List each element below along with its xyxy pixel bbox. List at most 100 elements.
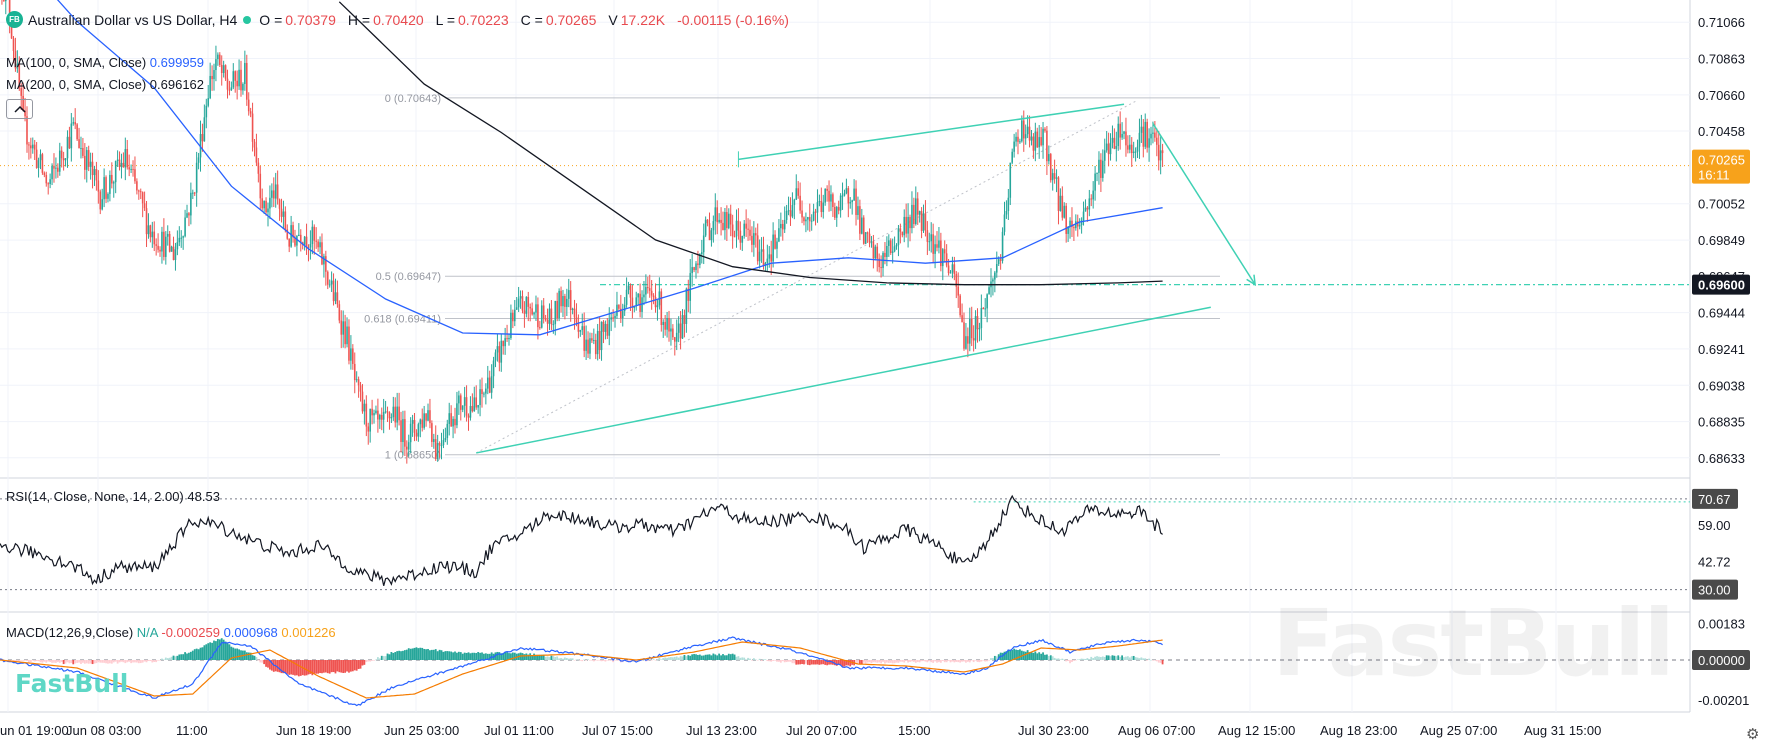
candle-body[interactable] xyxy=(153,231,156,245)
candle-body[interactable] xyxy=(1115,146,1118,149)
candle-body[interactable] xyxy=(296,236,298,246)
candle-body[interactable] xyxy=(629,285,632,298)
candle-body[interactable] xyxy=(506,338,508,340)
candle-body[interactable] xyxy=(591,338,593,341)
candle-body[interactable] xyxy=(700,252,703,255)
candle-body[interactable] xyxy=(1040,137,1042,146)
candle-body[interactable] xyxy=(433,439,435,442)
candle-body[interactable] xyxy=(683,315,686,324)
candle-body[interactable] xyxy=(1011,151,1013,163)
candle-body[interactable] xyxy=(639,293,641,312)
channel-upper-line[interactable] xyxy=(738,103,1125,161)
candle-body[interactable] xyxy=(388,412,391,419)
candle-body[interactable] xyxy=(114,160,117,183)
candle-body[interactable] xyxy=(575,317,578,323)
candle-body[interactable] xyxy=(633,306,636,308)
candle-body[interactable] xyxy=(974,316,977,341)
candle-body[interactable] xyxy=(232,71,235,88)
candle-body[interactable] xyxy=(851,200,853,203)
candle-body[interactable] xyxy=(941,249,944,267)
candle-body[interactable] xyxy=(837,207,840,211)
candle-body[interactable] xyxy=(569,290,572,310)
candle-body[interactable] xyxy=(315,240,317,242)
candle-body[interactable] xyxy=(820,201,823,213)
candle-body[interactable] xyxy=(361,391,364,412)
candle-body[interactable] xyxy=(997,259,1000,265)
candle-body[interactable] xyxy=(394,406,397,423)
candle-body[interactable] xyxy=(999,259,1002,261)
candle-body[interactable] xyxy=(128,167,130,170)
candle-body[interactable] xyxy=(111,174,113,184)
candle-body[interactable] xyxy=(1048,154,1050,162)
candle-body[interactable] xyxy=(51,165,53,180)
candle-body[interactable] xyxy=(442,440,445,446)
candle-body[interactable] xyxy=(722,222,724,231)
candle-body[interactable] xyxy=(253,141,256,148)
candle-body[interactable] xyxy=(691,267,693,274)
candle-body[interactable] xyxy=(488,377,491,393)
candle-body[interactable] xyxy=(670,328,672,332)
candle-body[interactable] xyxy=(60,150,63,159)
candle-body[interactable] xyxy=(1017,136,1019,142)
candle-body[interactable] xyxy=(515,307,518,310)
candle-body[interactable] xyxy=(276,184,279,200)
candle-body[interactable] xyxy=(103,177,105,200)
candle-body[interactable] xyxy=(675,332,678,342)
candle-body[interactable] xyxy=(463,397,466,406)
ma100-line[interactable] xyxy=(0,0,1163,336)
candle-body[interactable] xyxy=(660,291,663,325)
candle-body[interactable] xyxy=(780,223,782,229)
candle-body[interactable] xyxy=(535,304,537,313)
candle-body[interactable] xyxy=(1046,130,1048,162)
candle-body[interactable] xyxy=(577,322,580,332)
candle-body[interactable] xyxy=(708,223,711,241)
candle-body[interactable] xyxy=(874,246,877,259)
candle-body[interactable] xyxy=(1082,211,1085,221)
candle-body[interactable] xyxy=(16,63,19,69)
candle-body[interactable] xyxy=(195,162,198,193)
candle-body[interactable] xyxy=(477,405,479,408)
candle-body[interactable] xyxy=(350,348,352,361)
candle-body[interactable] xyxy=(957,286,960,296)
candle-body[interactable] xyxy=(178,237,181,243)
candle-body[interactable] xyxy=(409,423,412,443)
candle-body[interactable] xyxy=(240,69,242,91)
candle-body[interactable] xyxy=(648,288,651,291)
candle-body[interactable] xyxy=(753,233,755,245)
candle-body[interactable] xyxy=(652,295,655,298)
candle-body[interactable] xyxy=(704,219,707,236)
candle-body[interactable] xyxy=(754,233,757,236)
candle-body[interactable] xyxy=(801,210,803,218)
candle-body[interactable] xyxy=(807,217,809,220)
candle-body[interactable] xyxy=(486,377,489,389)
candle-body[interactable] xyxy=(529,306,531,309)
candle-body[interactable] xyxy=(249,111,252,114)
candle-body[interactable] xyxy=(459,395,462,410)
candle-body[interactable] xyxy=(749,229,751,236)
candle-body[interactable] xyxy=(321,242,323,265)
candle-body[interactable] xyxy=(1094,173,1096,191)
candle-body[interactable] xyxy=(353,363,356,381)
candle-body[interactable] xyxy=(469,405,472,418)
candle-body[interactable] xyxy=(80,147,82,149)
candle-body[interactable] xyxy=(641,297,643,312)
candle-body[interactable] xyxy=(533,312,535,315)
candle-body[interactable] xyxy=(377,410,379,420)
candle-body[interactable] xyxy=(706,219,709,224)
candle-body[interactable] xyxy=(710,230,713,241)
candle-body[interactable] xyxy=(1028,126,1031,141)
candle-body[interactable] xyxy=(1013,141,1015,152)
candle-body[interactable] xyxy=(271,190,273,198)
candle-body[interactable] xyxy=(830,194,832,202)
candle-body[interactable] xyxy=(544,318,547,320)
candle-body[interactable] xyxy=(456,403,458,426)
candle-body[interactable] xyxy=(1142,126,1145,147)
candle-body[interactable] xyxy=(726,212,728,229)
candle-body[interactable] xyxy=(438,443,441,446)
candle-body[interactable] xyxy=(567,290,570,299)
candle-body[interactable] xyxy=(832,194,834,207)
candle-body[interactable] xyxy=(968,318,971,344)
candle-body[interactable] xyxy=(1144,121,1147,147)
candle-body[interactable] xyxy=(259,173,262,199)
candle-body[interactable] xyxy=(66,136,69,159)
